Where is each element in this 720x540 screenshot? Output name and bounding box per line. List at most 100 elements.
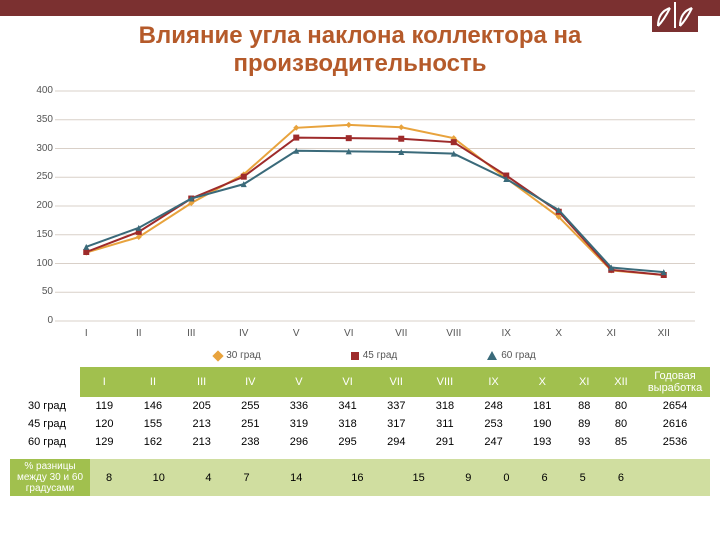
cell: 295 (323, 433, 372, 451)
x-tick: VII (395, 328, 407, 339)
table-row: 60 град129162213238296295294291247193938… (10, 433, 710, 451)
cell: 213 (177, 415, 226, 433)
row-label: 60 град (10, 433, 80, 451)
x-tick: IX (502, 328, 511, 339)
row-label: 30 град (10, 397, 80, 415)
diff-cell: 4 (189, 459, 227, 496)
legend-item: 30 град (214, 350, 261, 361)
x-tick: VIII (446, 328, 461, 339)
cell: 294 (372, 433, 421, 451)
cell: 162 (129, 433, 178, 451)
cell: 89 (567, 415, 602, 433)
line-chart: 050100150200250300350400 IIIIIIIVVVIVIIV… (15, 81, 705, 361)
y-tick: 0 (15, 315, 53, 326)
y-tick: 250 (15, 171, 53, 182)
x-tick: XI (607, 328, 616, 339)
x-tick: X (555, 328, 562, 339)
diff-cell: 9 (449, 459, 487, 496)
col-header: VIII (421, 367, 470, 397)
cell: 318 (323, 415, 372, 433)
y-tick: 50 (15, 286, 53, 297)
x-tick: XII (658, 328, 670, 339)
x-tick: V (293, 328, 300, 339)
cell: 296 (275, 433, 324, 451)
cell: 317 (372, 415, 421, 433)
cell: 238 (226, 433, 275, 451)
legend-label: 30 град (226, 350, 261, 361)
cell: 251 (226, 415, 275, 433)
cell: 85 (602, 433, 640, 451)
y-tick: 100 (15, 258, 53, 269)
cell: 255 (226, 397, 275, 415)
cell: 193 (518, 433, 567, 451)
x-tick: I (85, 328, 88, 339)
diff-cell: 8 (90, 459, 128, 496)
col-header-annual: Годовая выработка (640, 367, 710, 397)
cell: 119 (80, 397, 129, 415)
cell: 80 (602, 397, 640, 415)
cell: 93 (567, 433, 602, 451)
y-tick: 300 (15, 143, 53, 154)
cell: 319 (275, 415, 324, 433)
chart-legend: 30 град 45 град 60 град (55, 350, 695, 361)
cell: 88 (567, 397, 602, 415)
cell: 213 (177, 433, 226, 451)
cell: 190 (518, 415, 567, 433)
cell: 318 (421, 397, 470, 415)
cell: 336 (275, 397, 324, 415)
diff-cell-empty (640, 459, 710, 496)
diff-cell: 0 (487, 459, 525, 496)
cell: 146 (129, 397, 178, 415)
x-tick: VI (344, 328, 353, 339)
cell: 337 (372, 397, 421, 415)
y-tick: 350 (15, 114, 53, 125)
diff-cell: 15 (388, 459, 449, 496)
col-header: II (129, 367, 178, 397)
col-header: IX (469, 367, 518, 397)
cell: 129 (80, 433, 129, 451)
table-row: 30 град119146205255336341337318248181888… (10, 397, 710, 415)
x-tick: II (136, 328, 142, 339)
diff-cell: 5 (564, 459, 602, 496)
col-header: X (518, 367, 567, 397)
page-title: Влияние угла наклона коллектора на произ… (10, 22, 710, 77)
annual-cell: 2616 (640, 415, 710, 433)
diff-cell: 6 (526, 459, 564, 496)
legend-item: 60 град (487, 350, 536, 361)
row-label: 45 град (10, 415, 80, 433)
col-header: V (275, 367, 324, 397)
col-header: XI (567, 367, 602, 397)
annual-cell: 2654 (640, 397, 710, 415)
x-tick: III (187, 328, 195, 339)
col-header: VI (323, 367, 372, 397)
cell: 120 (80, 415, 129, 433)
logo (652, 0, 698, 32)
y-tick: 200 (15, 200, 53, 211)
plot-area (55, 86, 695, 326)
cell: 80 (602, 415, 640, 433)
diff-label: % разницы между 30 и 60 градусами (10, 459, 90, 496)
cell: 205 (177, 397, 226, 415)
diff-cell: 7 (227, 459, 265, 496)
cell: 291 (421, 433, 470, 451)
cell: 311 (421, 415, 470, 433)
legend-label: 60 град (501, 350, 536, 361)
data-table: IIIIIIIVVVIVIIVIIIIXXXIXIIГодовая вырабо… (10, 367, 710, 451)
x-tick: IV (239, 328, 248, 339)
y-tick: 400 (15, 85, 53, 96)
cell: 341 (323, 397, 372, 415)
col-header: IV (226, 367, 275, 397)
y-tick: 150 (15, 229, 53, 240)
cell: 181 (518, 397, 567, 415)
legend-label: 45 град (363, 350, 398, 361)
top-bar (0, 0, 720, 16)
diff-cell: 14 (266, 459, 327, 496)
diff-table: % разницы между 30 и 60 градусами8104714… (10, 459, 710, 496)
cell: 253 (469, 415, 518, 433)
cell: 155 (129, 415, 178, 433)
cell: 248 (469, 397, 518, 415)
col-header: VII (372, 367, 421, 397)
table-row: 45 град120155213251319318317311253190898… (10, 415, 710, 433)
annual-cell: 2536 (640, 433, 710, 451)
diff-cell: 6 (602, 459, 640, 496)
